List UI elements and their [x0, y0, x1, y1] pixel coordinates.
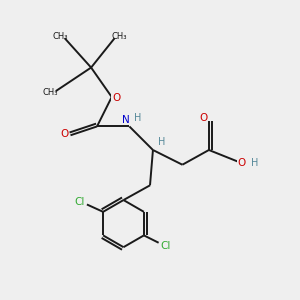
Text: CH₃: CH₃: [111, 32, 127, 41]
Text: H: H: [134, 113, 141, 123]
Text: CH₃: CH₃: [42, 88, 58, 97]
Text: N: N: [122, 115, 130, 125]
Text: H: H: [251, 158, 258, 168]
Text: O: O: [200, 112, 208, 123]
Text: Cl: Cl: [161, 241, 171, 251]
Text: H: H: [158, 137, 165, 147]
Text: CH₃: CH₃: [52, 32, 68, 41]
Text: Cl: Cl: [74, 196, 85, 206]
Text: O: O: [61, 129, 69, 139]
Text: O: O: [237, 158, 245, 168]
Text: O: O: [112, 94, 120, 103]
